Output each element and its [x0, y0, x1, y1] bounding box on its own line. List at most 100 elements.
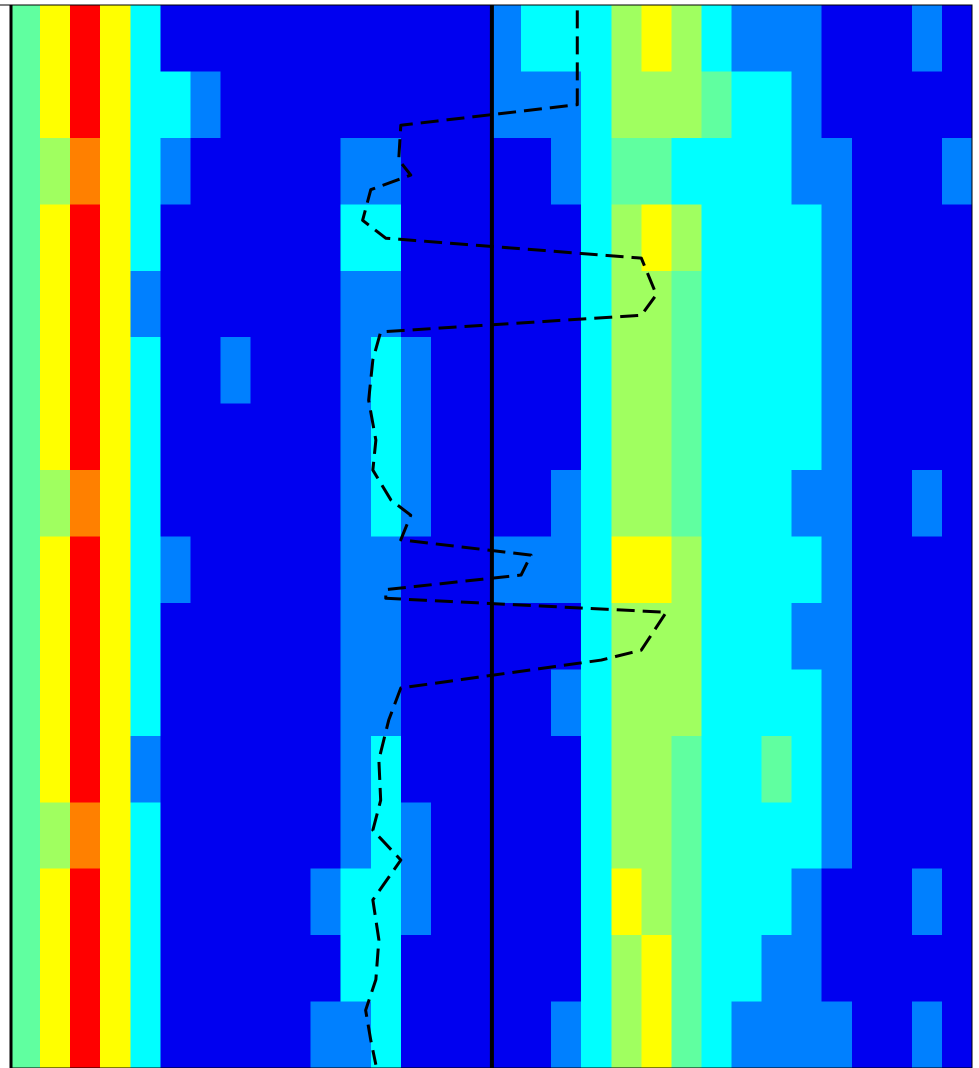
- heatmap-cell: [251, 802, 282, 869]
- heatmap-cell: [581, 935, 612, 1002]
- heatmap-cell: [942, 404, 973, 471]
- heatmap-cell: [882, 736, 913, 803]
- heatmap-cell: [732, 5, 763, 72]
- page: {"chart_data": { "type": "heatmap", "xli…: [0, 0, 979, 1068]
- heatmap-cell: [521, 337, 552, 404]
- heatmap-cell: [461, 869, 492, 936]
- heatmap-cell: [251, 603, 282, 670]
- heatmap-cell: [251, 404, 282, 471]
- heatmap-cell: [220, 470, 251, 537]
- heatmap-cell: [701, 669, 732, 736]
- heatmap-cell: [641, 935, 672, 1002]
- heatmap-cell: [792, 71, 823, 138]
- heatmap-cell: [912, 603, 943, 670]
- heatmap-cell: [100, 71, 131, 138]
- heatmap-cell: [671, 204, 702, 271]
- heatmap-cell: [491, 1002, 522, 1068]
- heatmap-cell: [792, 271, 823, 338]
- heatmap-cell: [701, 5, 732, 72]
- heatmap-cell: [10, 669, 41, 736]
- heatmap-cell: [762, 603, 793, 670]
- heatmap-cell: [882, 1002, 913, 1068]
- heatmap-cell: [641, 71, 672, 138]
- heatmap-cell: [882, 337, 913, 404]
- heatmap-cell: [912, 337, 943, 404]
- heatmap-cell: [100, 404, 131, 471]
- heatmap-cell: [40, 337, 71, 404]
- heatmap-cell: [671, 869, 702, 936]
- heatmap-cell: [762, 470, 793, 537]
- heatmap-cell: [10, 802, 41, 869]
- heatmap-cell: [160, 869, 191, 936]
- heatmap-cell: [190, 603, 221, 670]
- heatmap-cell: [732, 736, 763, 803]
- heatmap-cell: [190, 71, 221, 138]
- heatmap-cell: [611, 5, 642, 72]
- heatmap-cell: [311, 271, 342, 338]
- heatmap-cell: [220, 603, 251, 670]
- heatmap-cell: [190, 802, 221, 869]
- heatmap-cell: [431, 603, 462, 670]
- heatmap-cell: [491, 404, 522, 471]
- heatmap-cell: [431, 71, 462, 138]
- heatmap-cell: [371, 802, 402, 869]
- heatmap-cell: [281, 736, 312, 803]
- heatmap-cell: [822, 869, 853, 936]
- heatmap-cell: [311, 669, 342, 736]
- heatmap-cell: [822, 470, 853, 537]
- heatmap-cell: [882, 669, 913, 736]
- heatmap-cell: [942, 1002, 973, 1068]
- heatmap-cell: [10, 271, 41, 338]
- heatmap-cell: [431, 669, 462, 736]
- heatmap-cell: [581, 669, 612, 736]
- heatmap-cell: [160, 404, 191, 471]
- heatmap-cell: [70, 71, 101, 138]
- heatmap-cell: [521, 404, 552, 471]
- heatmap-cell: [942, 138, 973, 205]
- heatmap-cell: [822, 603, 853, 670]
- heatmap-cell: [732, 1002, 763, 1068]
- heatmap-cell: [882, 802, 913, 869]
- heatmap-cell: [10, 138, 41, 205]
- heatmap-cell: [701, 869, 732, 936]
- heatmap-cell: [40, 869, 71, 936]
- heatmap-cell: [762, 1002, 793, 1068]
- heatmap-cell: [401, 71, 432, 138]
- heatmap-cell: [130, 204, 161, 271]
- heatmap-cell: [822, 669, 853, 736]
- heatmap-cell: [220, 5, 251, 72]
- heatmap-cell: [401, 669, 432, 736]
- heatmap-cell: [611, 404, 642, 471]
- heatmap-cell: [311, 404, 342, 471]
- heatmap-cell: [461, 404, 492, 471]
- heatmap-cell: [792, 204, 823, 271]
- heatmap-cell: [70, 669, 101, 736]
- heatmap-cell: [732, 204, 763, 271]
- heatmap-cell: [100, 271, 131, 338]
- heatmap-cell: [912, 736, 943, 803]
- heatmap-cell: [220, 404, 251, 471]
- heatmap-cell: [341, 271, 372, 338]
- heatmap-cell: [491, 271, 522, 338]
- heatmap-cell: [701, 1002, 732, 1068]
- heatmap-cell: [160, 935, 191, 1002]
- heatmap-cell: [852, 5, 883, 72]
- heatmap-cell: [130, 869, 161, 936]
- heatmap-cell: [581, 71, 612, 138]
- heatmap-cell: [130, 470, 161, 537]
- heatmap-cell: [491, 802, 522, 869]
- heatmap-cell: [762, 869, 793, 936]
- heatmap-cell: [461, 204, 492, 271]
- heatmap-cell: [822, 204, 853, 271]
- heatmap-cell: [581, 5, 612, 72]
- heatmap-cell: [942, 736, 973, 803]
- heatmap-cell: [942, 935, 973, 1002]
- heatmap-cell: [852, 71, 883, 138]
- heatmap-cell: [611, 537, 642, 604]
- heatmap-cell: [401, 603, 432, 670]
- heatmap-cell: [882, 603, 913, 670]
- heatmap-cell: [792, 603, 823, 670]
- heatmap-cell: [190, 669, 221, 736]
- heatmap-cell: [40, 138, 71, 205]
- heatmap-cell: [461, 603, 492, 670]
